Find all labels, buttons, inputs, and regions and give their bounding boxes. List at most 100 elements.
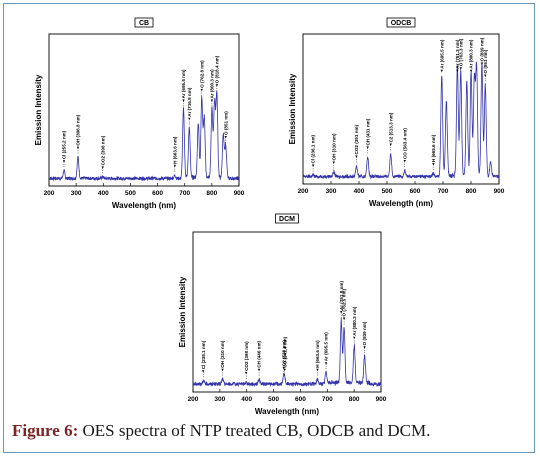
x-axis-label: Wavelength (nm) [112,201,176,210]
peak-arrow [282,367,285,370]
peak-arrow [210,99,214,102]
x-tick-label: 200 [298,188,309,195]
chart-title-box [134,17,154,28]
x-tick-label: 700 [438,188,449,195]
x-tick-label: 500 [382,188,393,195]
x-tick-label: 800 [349,396,360,403]
peak-arrow [182,99,185,102]
peak-label: Ar (716.8 nm) [187,87,192,117]
y-axis-label: Emission Intensity [288,73,297,144]
peak-label: Ar (695.5 nm) [324,332,329,362]
series-line [48,90,240,182]
peak-label: CO2 (398 nm) [244,341,249,371]
peak-label: Ar (695.5 nm) [181,69,186,99]
peak-label: CH (446 nm) [257,340,262,367]
peak-arrow [200,88,203,92]
peak-label: OH (310 nm) [331,133,336,161]
peak-arrow [389,143,392,146]
peak-arrow [440,69,443,72]
peak-arrow [339,311,343,314]
peak-label: H (663.6 nm) [172,136,177,164]
peak-arrow [484,74,487,77]
y-axis-label: Emission Intensity [178,276,187,347]
series-line [302,61,500,180]
peak-arrow [311,164,315,167]
peak-label: C2 (513.3 nm) [388,112,393,142]
peak-label: Cl (255.2 nm) [62,130,67,159]
peak-label: Ar (751.8 nm) [339,281,344,311]
x-tick-label: 700 [322,396,333,403]
x-tick-label: 600 [152,190,163,197]
x-tick-label: 600 [410,188,421,195]
peak-label: H (665.6 nm) [431,134,436,162]
peak-arrow [324,362,328,365]
chart-title: ODCB [391,20,412,27]
peak-arrow [224,135,227,139]
peak-label: Ar (800.3 nm) [469,39,474,69]
chart-title: CB [139,20,149,27]
peak-label: Cl (238.1 nm) [201,340,206,369]
peak-label: Ar (695.5 nm) [439,39,444,69]
peak-arrow [283,368,286,371]
peak-arrow [215,84,219,87]
x-tick-label: 700 [179,190,190,197]
peak-label: O (851 nm) [483,49,488,73]
plot-frame [192,231,382,393]
caption-text: OES spectra of NTP treated CB, ODCB and … [82,421,431,440]
x-tick-label: 800 [466,188,477,195]
x-tick-label: 200 [44,190,55,197]
peak-arrow [480,62,484,65]
caption-figure-label: Figure 6: [12,421,79,440]
peak-arrow [316,368,319,371]
peak-label: Ar (751.3 nm) [455,39,460,69]
peak-label: O (839 nm) [480,37,485,61]
peak-arrow [101,166,104,169]
x-tick-label: 900 [234,190,245,197]
peak-arrow [456,69,459,72]
x-tick-label: 500 [268,396,279,403]
chart-title-box [386,17,416,28]
peak-arrow [469,69,473,72]
x-tick-label: 400 [98,190,109,197]
x-axis-label: Wavelength (nm) [369,199,433,208]
series-line [192,317,382,388]
chart-cb: CB Cl (255.2 nm) OH (306.8 nm) CO2 (398 nm)… [34,17,245,210]
peak-label: CO2 (398 nm) [100,135,105,165]
peak-label: C2 (538 nm) [281,340,286,367]
peak-label: Ar (800.3 nm) [210,69,215,99]
chart-dcm: DCM Cl (238.1 nm) OH (310 nm) CO2 (398 nm) C… [178,213,387,416]
peak-arrow [221,368,224,371]
x-tick-label: 200 [188,396,199,403]
peak-label: O (818.4 nm) [214,55,219,83]
x-tick-label: 800 [206,190,217,197]
peak-label: CO (541.4 nm) [282,336,287,367]
peak-label: CO2 (391 nm) [354,124,359,154]
x-tick-label: 300 [71,190,82,197]
peak-arrow [353,336,356,339]
peak-label: O (851 nm) [223,111,228,135]
peak-label: O (839 nm) [362,321,367,345]
peak-label: O (762.8 nm) [199,60,204,88]
peak-label: OH (306.8 nm) [76,114,81,145]
figure-frame [3,3,535,453]
peak-arrow [76,146,80,149]
x-axis-label: Wavelength (nm) [255,407,319,416]
chart-odcb: ODCB Cl (236.1 nm) OH (310 nm) CO2 (391 nm)… [288,17,505,208]
x-tick-label: 400 [354,188,365,195]
x-tick-label: 900 [376,396,387,403]
peak-label: Cl (236.1 nm) [311,134,316,163]
peak-arrow [459,67,462,70]
x-tick-label: 500 [125,190,136,197]
x-tick-label: 300 [214,396,225,403]
peak-arrow [403,160,406,163]
plot-frame [302,33,500,185]
peak-label: OH (310 nm) [220,340,225,368]
x-tick-label: 600 [295,396,306,403]
peak-arrow [432,163,435,166]
peak-arrow [332,161,335,164]
x-tick-label: 900 [494,188,505,195]
y-axis-label: Emission Intensity [34,74,43,145]
peak-label: H (663.6 nm) [315,340,320,368]
figure-caption: Figure 6: OES spectra of NTP treated CB,… [12,421,532,441]
peak-arrow [62,160,66,163]
